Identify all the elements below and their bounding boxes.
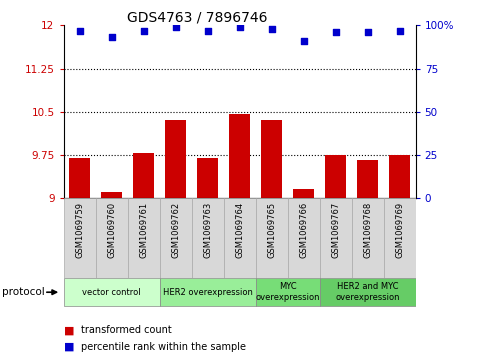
Bar [159, 198, 191, 278]
Bar [255, 198, 287, 278]
Point [76, 28, 83, 33]
Text: GSM1069769: GSM1069769 [394, 202, 403, 258]
Bar [133, 153, 154, 198]
Bar [261, 120, 282, 198]
Text: ■: ■ [63, 342, 74, 352]
Text: GSM1069761: GSM1069761 [139, 202, 148, 258]
Point [267, 26, 275, 32]
Bar [63, 278, 159, 306]
Bar [191, 198, 223, 278]
Point [171, 24, 179, 30]
Point [140, 28, 147, 33]
Text: percentile rank within the sample: percentile rank within the sample [81, 342, 245, 352]
Bar [197, 158, 218, 198]
Bar [351, 198, 383, 278]
Text: vector control: vector control [82, 288, 141, 297]
Bar [255, 278, 319, 306]
Text: MYC
overexpression: MYC overexpression [255, 282, 319, 302]
Text: GSM1069759: GSM1069759 [75, 202, 84, 258]
Bar [287, 198, 319, 278]
Text: GDS4763 / 7896746: GDS4763 / 7896746 [127, 11, 267, 25]
Text: HER2 and MYC
overexpression: HER2 and MYC overexpression [335, 282, 399, 302]
Text: GSM1069764: GSM1069764 [235, 202, 244, 258]
Bar [319, 198, 351, 278]
Text: GSM1069762: GSM1069762 [171, 202, 180, 258]
Bar [388, 155, 409, 198]
Bar [127, 198, 159, 278]
Bar [325, 155, 346, 198]
Text: transformed count: transformed count [81, 325, 171, 335]
Bar [319, 278, 415, 306]
Point [203, 28, 211, 33]
Text: GSM1069768: GSM1069768 [363, 202, 371, 258]
Text: GSM1069765: GSM1069765 [266, 202, 276, 258]
Bar [293, 189, 313, 198]
Bar [159, 278, 255, 306]
Text: GSM1069767: GSM1069767 [330, 202, 340, 258]
Text: GSM1069766: GSM1069766 [299, 202, 307, 258]
Bar [165, 120, 185, 198]
Point [395, 28, 403, 33]
Point [107, 34, 115, 40]
Text: GSM1069760: GSM1069760 [107, 202, 116, 258]
Bar [229, 114, 249, 198]
Bar [95, 198, 127, 278]
Bar [383, 198, 415, 278]
Text: ■: ■ [63, 325, 74, 335]
Bar [69, 158, 90, 198]
Bar [63, 198, 95, 278]
Bar [223, 198, 255, 278]
Text: GSM1069763: GSM1069763 [203, 202, 212, 258]
Point [235, 24, 243, 30]
Bar [101, 192, 122, 198]
Point [331, 29, 339, 35]
Text: HER2 overexpression: HER2 overexpression [163, 288, 252, 297]
Bar [357, 160, 377, 198]
Point [363, 29, 371, 35]
Point [299, 38, 307, 44]
Text: protocol: protocol [2, 287, 45, 297]
